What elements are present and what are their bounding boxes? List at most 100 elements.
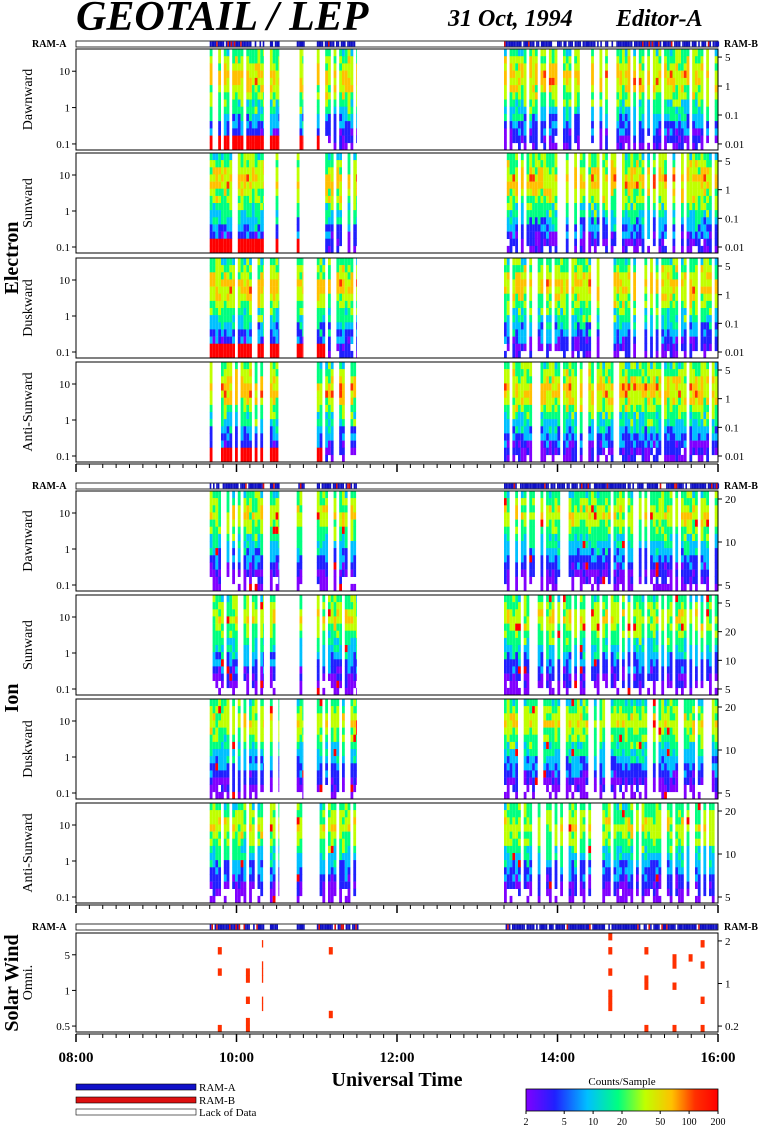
ram-a-label: RAM-A bbox=[32, 922, 67, 933]
ram-mark bbox=[339, 924, 341, 930]
ram-mark bbox=[230, 483, 233, 489]
spectrogram-cell bbox=[251, 217, 255, 225]
spectrogram-cell bbox=[518, 77, 521, 86]
spectrogram-cell bbox=[243, 293, 247, 302]
spectrogram-cell bbox=[506, 181, 510, 189]
spectrogram-cell bbox=[666, 426, 670, 434]
spectrogram-cell bbox=[565, 195, 569, 204]
spectrogram-cell bbox=[624, 419, 628, 427]
spectrogram-cell bbox=[325, 419, 328, 427]
spectrogram-cell bbox=[272, 293, 276, 302]
spectrogram-cell bbox=[342, 279, 345, 287]
spectrogram-cell bbox=[636, 369, 639, 377]
spectrogram-cell bbox=[700, 113, 704, 122]
spectrogram-cell bbox=[353, 383, 357, 391]
spectrogram-cell bbox=[565, 217, 569, 225]
spectrogram-cell bbox=[636, 188, 639, 197]
spectrogram-cell bbox=[633, 153, 636, 161]
spectrogram-cell bbox=[342, 142, 345, 151]
ram-mark bbox=[301, 41, 304, 47]
spectrogram-cell bbox=[328, 70, 331, 79]
spectrogram-cell bbox=[249, 128, 252, 136]
spectrogram-cell bbox=[515, 167, 518, 175]
spectrogram-cell bbox=[221, 224, 224, 232]
spectrogram-cell bbox=[328, 362, 331, 370]
spectrogram-cell bbox=[610, 412, 614, 420]
spectrogram-cell bbox=[650, 369, 653, 377]
spectrogram-cell bbox=[644, 412, 648, 420]
spectrogram-cell bbox=[551, 135, 555, 144]
spectrogram-cell bbox=[681, 315, 684, 323]
spectrogram-cell bbox=[246, 350, 250, 359]
spectrogram-cell bbox=[638, 49, 642, 57]
spectrogram-cell bbox=[666, 390, 670, 398]
spectrogram-cell bbox=[607, 369, 611, 377]
spectrogram-cell bbox=[299, 286, 303, 294]
ram-mark bbox=[654, 41, 657, 47]
spectrogram-cell bbox=[607, 426, 611, 434]
spectrogram-cell bbox=[243, 369, 247, 377]
spectrogram-cell bbox=[543, 433, 547, 441]
spectrogram-cell bbox=[339, 343, 342, 352]
spectrogram-cell bbox=[672, 217, 676, 225]
spectrogram-cell bbox=[229, 195, 233, 204]
spectrogram-cell bbox=[269, 49, 273, 57]
spectrogram-cell bbox=[664, 369, 667, 377]
spectrogram-cell bbox=[686, 63, 690, 71]
spectrogram-cell bbox=[251, 174, 255, 182]
spectrogram-cell bbox=[666, 265, 670, 273]
spectrogram-cell bbox=[526, 404, 530, 413]
spectrogram-cell bbox=[523, 56, 527, 64]
spectrogram-cell bbox=[246, 224, 250, 232]
spectrogram-cell bbox=[714, 265, 718, 273]
spectrogram-cell bbox=[548, 106, 552, 115]
spectrogram-cell bbox=[652, 56, 656, 64]
spectrogram-cell bbox=[661, 188, 665, 197]
spectrogram-cell bbox=[226, 92, 230, 100]
spectrogram-cell bbox=[641, 369, 645, 377]
spectrogram-cell bbox=[641, 404, 645, 413]
spectrogram-cell bbox=[672, 238, 676, 247]
spectrogram-cell bbox=[554, 203, 558, 211]
spectrogram-cell bbox=[638, 70, 642, 79]
spectrogram-cell bbox=[563, 369, 566, 377]
spectrogram-cell bbox=[226, 300, 230, 309]
spectrogram-cell bbox=[540, 121, 544, 129]
spectrogram-cell bbox=[675, 329, 679, 337]
spectrogram-cell bbox=[647, 369, 650, 377]
ram-mark bbox=[653, 41, 655, 47]
spectrogram-cell bbox=[554, 433, 558, 441]
spectrogram-cell bbox=[272, 279, 276, 287]
spectrogram-cell bbox=[596, 454, 600, 463]
spectrogram-cell bbox=[655, 440, 659, 448]
spectrogram-cell bbox=[652, 454, 656, 463]
spectrogram-cell bbox=[237, 231, 241, 239]
spectrogram-cell bbox=[588, 286, 592, 294]
spectrogram-cell bbox=[257, 350, 261, 359]
spectrogram-cell bbox=[319, 383, 323, 391]
spectrogram-cell bbox=[339, 121, 342, 129]
spectrogram-cell bbox=[689, 167, 693, 175]
spectrogram-cell bbox=[602, 376, 606, 384]
ram-mark bbox=[576, 924, 578, 930]
spectrogram-cell bbox=[260, 265, 264, 273]
spectrogram-cell bbox=[709, 160, 712, 168]
spectrogram-cell bbox=[607, 440, 611, 448]
spectrogram-cell bbox=[591, 231, 594, 239]
spectrogram-cell bbox=[546, 308, 549, 316]
spectrogram-cell bbox=[706, 195, 709, 204]
spectrogram-cell bbox=[658, 56, 662, 64]
spectrogram-cell bbox=[703, 279, 707, 287]
spectrogram-cell bbox=[610, 369, 614, 377]
spectrogram-cell bbox=[655, 265, 659, 273]
spectrogram-cell bbox=[215, 153, 219, 161]
spectrogram-cell bbox=[251, 188, 255, 197]
spectrogram-cell bbox=[529, 135, 533, 144]
spectrogram-cell bbox=[325, 231, 328, 239]
spectrogram-cell bbox=[675, 56, 679, 64]
spectrogram-cell bbox=[669, 121, 673, 129]
spectrogram-cell bbox=[605, 245, 608, 254]
ram-mark bbox=[326, 924, 328, 930]
spectrogram-cell bbox=[333, 70, 337, 79]
spectrogram-cell bbox=[221, 454, 224, 463]
